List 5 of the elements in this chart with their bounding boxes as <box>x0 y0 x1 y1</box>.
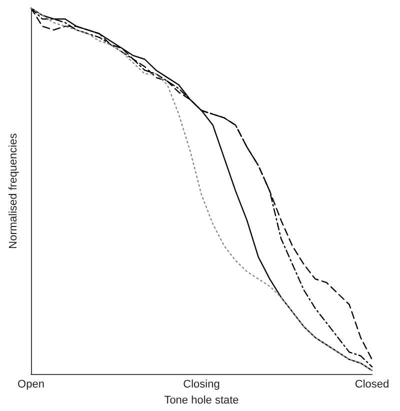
x-tick-label: Closed <box>354 378 390 391</box>
x-tick-label: Open <box>18 378 44 391</box>
x-axis-title: Tone hole state <box>164 394 239 406</box>
y-axis-title: Normalised frequencies <box>8 132 20 249</box>
x-tick-label: Closing <box>183 378 220 391</box>
